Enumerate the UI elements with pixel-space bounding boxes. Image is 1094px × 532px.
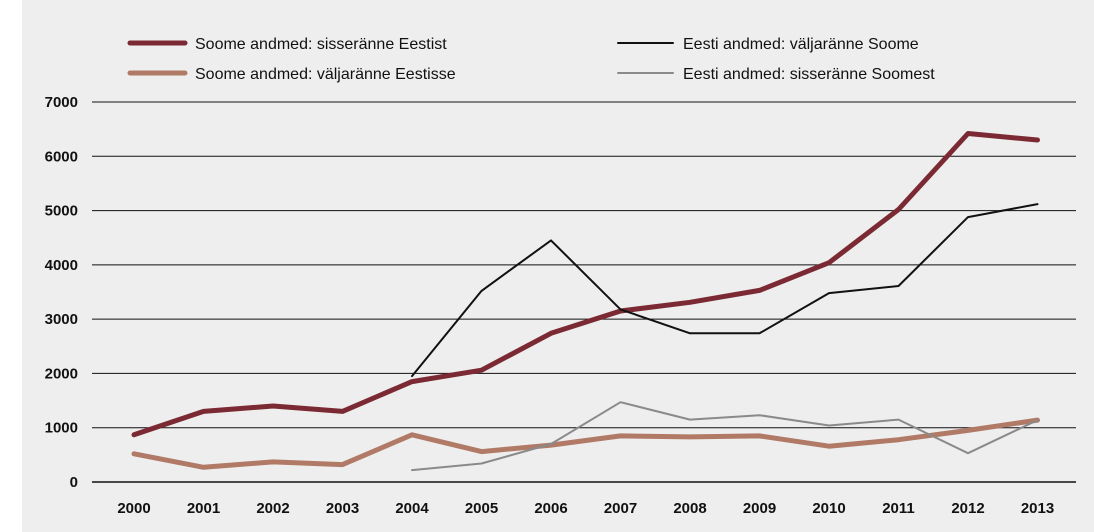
data-point xyxy=(481,370,482,371)
data-point xyxy=(620,435,621,436)
y-tick-label: 3000 xyxy=(45,311,78,328)
data-point xyxy=(481,451,482,452)
data-point xyxy=(690,436,691,437)
data-point xyxy=(1037,204,1038,205)
data-point xyxy=(342,411,343,412)
y-tick-label: 6000 xyxy=(45,148,78,165)
x-tick-label: 2013 xyxy=(1021,500,1054,517)
data-point xyxy=(829,262,830,263)
x-tick-label: 2005 xyxy=(465,500,498,517)
data-point xyxy=(759,415,760,416)
data-point xyxy=(898,286,899,287)
data-point xyxy=(273,461,274,462)
y-tick-label: 2000 xyxy=(45,365,78,382)
x-tick-label: 2009 xyxy=(743,500,776,517)
data-point xyxy=(690,302,691,303)
y-tick-label: 5000 xyxy=(45,203,78,220)
data-point xyxy=(829,425,830,426)
legend-label: Soome andmed: sisseränne Eestist xyxy=(195,36,447,53)
data-point xyxy=(1037,140,1038,141)
data-point xyxy=(551,240,552,241)
data-point xyxy=(412,434,413,435)
data-point xyxy=(690,419,691,420)
data-point xyxy=(203,411,204,412)
data-point xyxy=(412,376,413,377)
x-tick-label: 2001 xyxy=(187,500,220,517)
x-tick-label: 2000 xyxy=(117,500,150,517)
data-point xyxy=(829,293,830,294)
legend-label: Eesti andmed: sisseränne Soomest xyxy=(683,66,935,83)
x-tick-label: 2004 xyxy=(395,500,429,517)
legend-label: Eesti andmed: väljaränne Soome xyxy=(683,36,919,53)
data-point xyxy=(481,463,482,464)
series-lines xyxy=(131,131,1040,472)
data-point xyxy=(412,381,413,382)
data-point xyxy=(898,419,899,420)
data-point xyxy=(898,439,899,440)
data-point xyxy=(342,464,343,465)
y-tick-label: 7000 xyxy=(45,94,78,111)
series-line-1 xyxy=(131,131,1040,438)
x-tick-label: 2011 xyxy=(882,500,915,517)
data-point xyxy=(759,435,760,436)
legend: Soome andmed: sisseränne Eestist Soome an… xyxy=(127,36,935,83)
data-point xyxy=(968,430,969,431)
data-point xyxy=(829,446,830,447)
data-point xyxy=(759,333,760,334)
data-point xyxy=(134,453,135,454)
data-point xyxy=(690,333,691,334)
x-tick-label: 2007 xyxy=(604,500,637,517)
data-point xyxy=(1037,420,1038,421)
x-tick-label: 2008 xyxy=(673,500,706,517)
gridlines xyxy=(92,101,1076,483)
data-point xyxy=(481,290,482,291)
data-point xyxy=(968,453,969,454)
data-point xyxy=(551,333,552,334)
data-point xyxy=(273,406,274,407)
x-tick-label: 2006 xyxy=(534,500,567,517)
x-tick-label: 2002 xyxy=(256,500,289,517)
data-point xyxy=(620,309,621,310)
data-point xyxy=(412,470,413,471)
series-line-4 xyxy=(411,401,1039,472)
data-point xyxy=(620,311,621,312)
data-point xyxy=(620,402,621,403)
legend-label: Soome andmed: väljaränne Eestisse xyxy=(195,66,456,83)
x-tick-label: 2010 xyxy=(812,500,845,517)
y-tick-label: 0 xyxy=(70,474,78,491)
series-line-2 xyxy=(131,417,1040,470)
data-point xyxy=(968,217,969,218)
x-tick-label: 2003 xyxy=(326,500,359,517)
data-point xyxy=(759,290,760,291)
y-tick-label: 4000 xyxy=(45,257,78,274)
data-point xyxy=(968,133,969,134)
data-point xyxy=(134,434,135,435)
y-axis-ticks: 0 1000 2000 3000 4000 5000 6000 7000 xyxy=(45,94,78,491)
data-point xyxy=(898,209,899,210)
y-tick-label: 1000 xyxy=(45,420,78,437)
data-point xyxy=(203,467,204,468)
series-line-3 xyxy=(411,203,1039,378)
x-axis-ticks: 2000 2001 2002 2003 2004 2005 2006 2007 2008 2009… xyxy=(117,500,1054,517)
x-tick-label: 2012 xyxy=(951,500,984,517)
data-point xyxy=(551,444,552,445)
